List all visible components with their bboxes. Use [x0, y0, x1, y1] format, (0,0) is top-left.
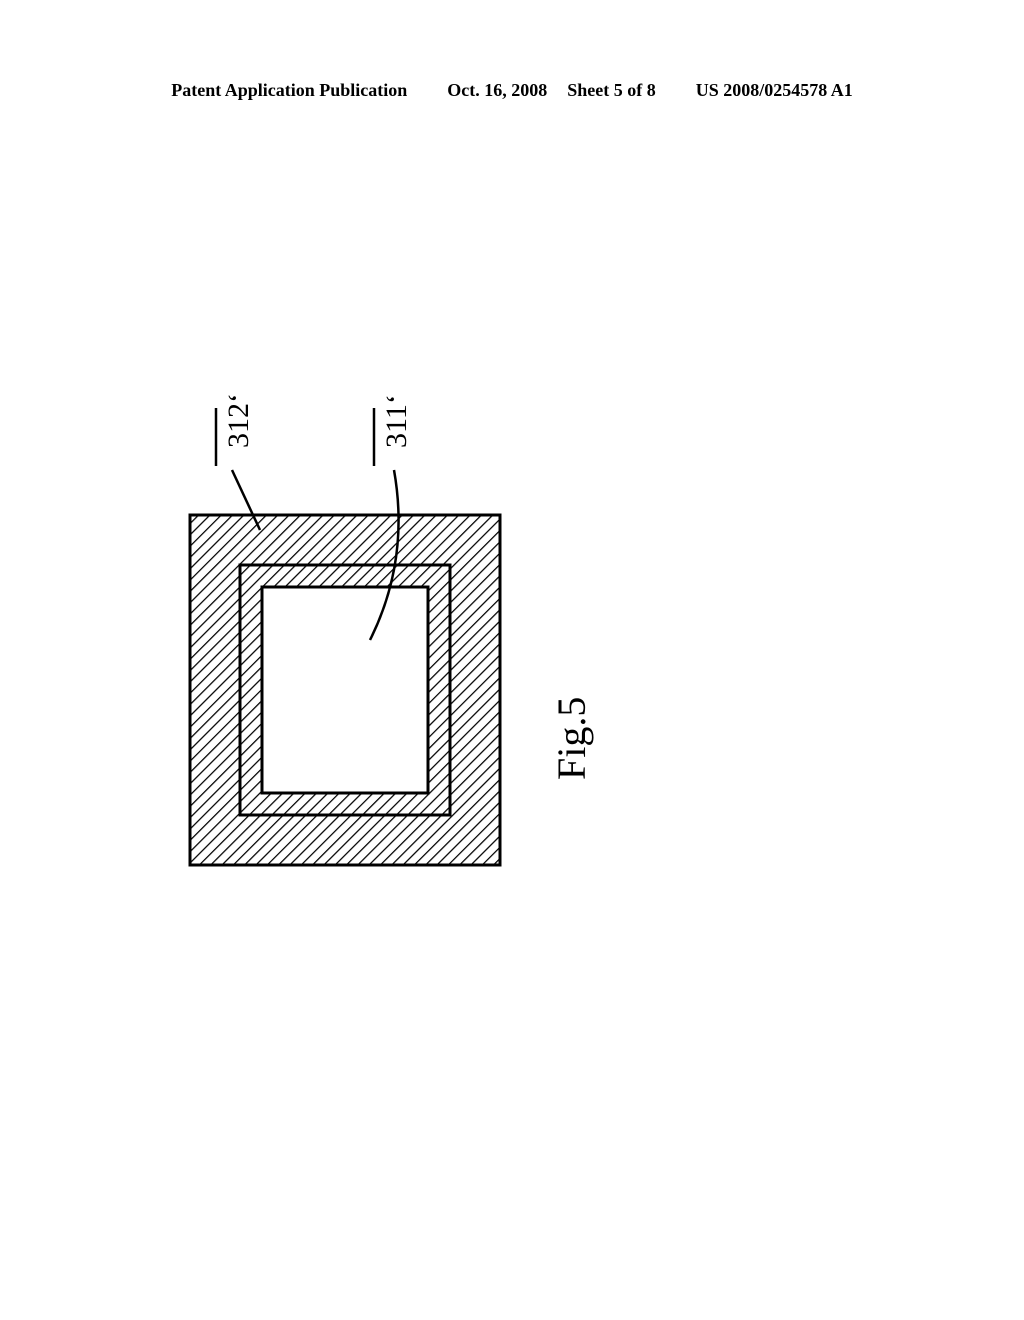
figure-svg: [0, 0, 1024, 1320]
ref-label-311prime: 311‘: [380, 394, 414, 448]
figure-5: 312‘ 311‘ Fig.5: [0, 0, 1024, 1320]
figure-label: Fig.5: [548, 697, 595, 780]
ref-label-312prime: 312‘: [222, 393, 256, 448]
page: Patent Application Publication Oct. 16, …: [0, 0, 1024, 1320]
